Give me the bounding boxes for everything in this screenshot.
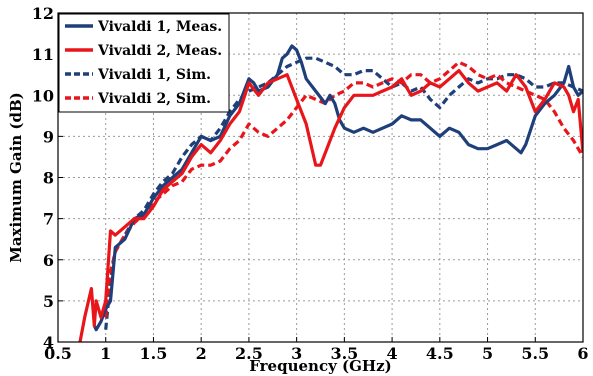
legend-label: Vivaldi 1, Sim. bbox=[97, 67, 211, 83]
y-tick-label: 11 bbox=[32, 45, 54, 64]
legend-box bbox=[58, 13, 230, 113]
y-tick-label: 10 bbox=[32, 86, 54, 105]
x-tick-label: 5.5 bbox=[521, 344, 549, 363]
x-tick-label: 1.5 bbox=[140, 344, 168, 363]
y-tick-label: 9 bbox=[43, 127, 54, 146]
y-axis-title: Maximum Gain (dB) bbox=[7, 92, 25, 263]
legend-label: Vivaldi 2, Sim. bbox=[97, 91, 211, 107]
x-tick-label: 3 bbox=[291, 344, 302, 363]
y-tick-label: 4 bbox=[43, 333, 54, 352]
y-tick-label: 7 bbox=[43, 210, 54, 229]
y-tick-label: 6 bbox=[43, 251, 54, 270]
x-axis-ticks: 0.5 1 1.5 2 2.5 3 3.5 4 4.5 5 5.5 6 bbox=[44, 337, 589, 363]
x-tick-label: 6 bbox=[577, 344, 588, 363]
series-line-4 bbox=[104, 60, 583, 318]
series-line-1 bbox=[92, 44, 583, 332]
y-tick-label: 12 bbox=[32, 4, 54, 23]
x-tick-label: 2 bbox=[196, 344, 207, 363]
x-tick-label: 4 bbox=[387, 344, 398, 363]
legend-label: Vivaldi 2, Meas. bbox=[97, 43, 222, 59]
y-tick-label: 5 bbox=[43, 292, 54, 311]
series-line-2 bbox=[78, 68, 583, 342]
y-tick-label: 8 bbox=[43, 169, 54, 188]
legend: Vivaldi 1, Meas. Vivaldi 2, Meas. Vivaldi … bbox=[58, 13, 230, 113]
x-tick-label: 2.5 bbox=[235, 344, 263, 363]
y-axis-ticks: 4 5 6 7 8 9 10 11 12 bbox=[32, 4, 63, 352]
x-tick-label: 1 bbox=[100, 344, 111, 363]
legend-label: Vivaldi 1, Meas. bbox=[97, 19, 222, 35]
series-layer bbox=[78, 44, 583, 342]
x-axis-title: Frequency (GHz) bbox=[249, 357, 391, 375]
x-tick-label: 4.5 bbox=[426, 344, 454, 363]
x-tick-label: 5 bbox=[482, 344, 493, 363]
x-tick-label: 0.5 bbox=[44, 344, 72, 363]
x-tick-label: 3.5 bbox=[330, 344, 358, 363]
